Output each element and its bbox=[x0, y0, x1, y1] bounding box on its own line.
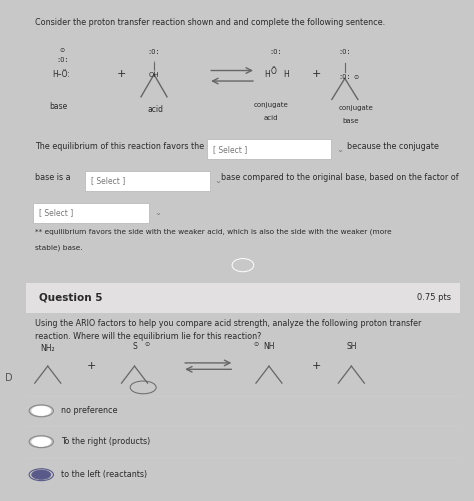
Text: no preference: no preference bbox=[61, 406, 117, 415]
Text: Question 5: Question 5 bbox=[39, 293, 102, 303]
Text: H: H bbox=[283, 70, 289, 79]
Text: acid: acid bbox=[147, 105, 164, 114]
Text: H: H bbox=[264, 70, 270, 79]
FancyBboxPatch shape bbox=[34, 202, 149, 222]
Text: base is a: base is a bbox=[35, 173, 70, 182]
Text: :O:: :O: bbox=[56, 57, 69, 63]
Text: conjugate: conjugate bbox=[338, 105, 373, 111]
Text: 0.75 pts: 0.75 pts bbox=[417, 294, 451, 303]
Text: conjugate: conjugate bbox=[254, 102, 289, 108]
Text: S: S bbox=[132, 342, 137, 351]
Text: base: base bbox=[343, 118, 359, 124]
Text: OH: OH bbox=[149, 72, 159, 78]
Text: :O:: :O: bbox=[338, 49, 351, 55]
Text: ⌄: ⌄ bbox=[154, 208, 161, 217]
Text: To the right (products): To the right (products) bbox=[61, 437, 150, 446]
Text: to the left (reactants): to the left (reactants) bbox=[61, 470, 147, 479]
Text: ⊙: ⊙ bbox=[145, 342, 150, 347]
Text: The equilibrium of this reaction favors the: The equilibrium of this reaction favors … bbox=[35, 142, 204, 150]
Text: +: + bbox=[312, 70, 321, 80]
Text: :O:: :O: bbox=[269, 49, 282, 55]
Text: stable) base.: stable) base. bbox=[35, 244, 82, 250]
FancyBboxPatch shape bbox=[207, 139, 331, 159]
Text: [ Select ]: [ Select ] bbox=[91, 176, 126, 185]
Text: ⊙: ⊙ bbox=[353, 75, 358, 80]
Text: Consider the proton transfer reaction shown and and complete the following sente: Consider the proton transfer reaction sh… bbox=[35, 18, 385, 27]
Text: H–Ö:: H–Ö: bbox=[52, 70, 70, 79]
Text: NH₂: NH₂ bbox=[40, 344, 55, 353]
Text: +: + bbox=[117, 70, 126, 80]
Text: SH: SH bbox=[346, 342, 356, 351]
Text: acid: acid bbox=[264, 115, 278, 121]
Text: because the conjugate: because the conjugate bbox=[347, 142, 439, 150]
Text: ⊙: ⊙ bbox=[253, 342, 258, 347]
Text: ⊙: ⊙ bbox=[59, 48, 64, 53]
Text: :O:: :O: bbox=[147, 49, 160, 55]
Text: D: D bbox=[5, 373, 12, 383]
Text: reaction. Where will the equilibrium lie for this reaction?: reaction. Where will the equilibrium lie… bbox=[35, 332, 261, 341]
Text: +: + bbox=[86, 361, 96, 371]
Text: :O:: :O: bbox=[338, 75, 351, 81]
Text: Ö: Ö bbox=[270, 67, 276, 76]
Text: [ Select ]: [ Select ] bbox=[212, 145, 247, 154]
Text: [ Select ]: [ Select ] bbox=[39, 208, 73, 217]
Circle shape bbox=[32, 406, 51, 415]
FancyBboxPatch shape bbox=[85, 171, 210, 191]
Text: base: base bbox=[49, 102, 68, 111]
Text: base compared to the original base, based on the factor of: base compared to the original base, base… bbox=[221, 173, 459, 182]
Text: ⌄: ⌄ bbox=[336, 145, 343, 154]
Text: NH: NH bbox=[263, 342, 275, 351]
Circle shape bbox=[32, 437, 51, 446]
Text: ** equilibrium favors the side with the weaker acid, which is also the side with: ** equilibrium favors the side with the … bbox=[35, 228, 392, 235]
Text: +: + bbox=[312, 361, 321, 371]
FancyBboxPatch shape bbox=[26, 283, 460, 313]
Text: Using the ARIO factors to help you compare acid strength, analyze the following : Using the ARIO factors to help you compa… bbox=[35, 319, 421, 328]
Text: ⌄: ⌄ bbox=[215, 176, 222, 185]
Circle shape bbox=[32, 470, 51, 479]
